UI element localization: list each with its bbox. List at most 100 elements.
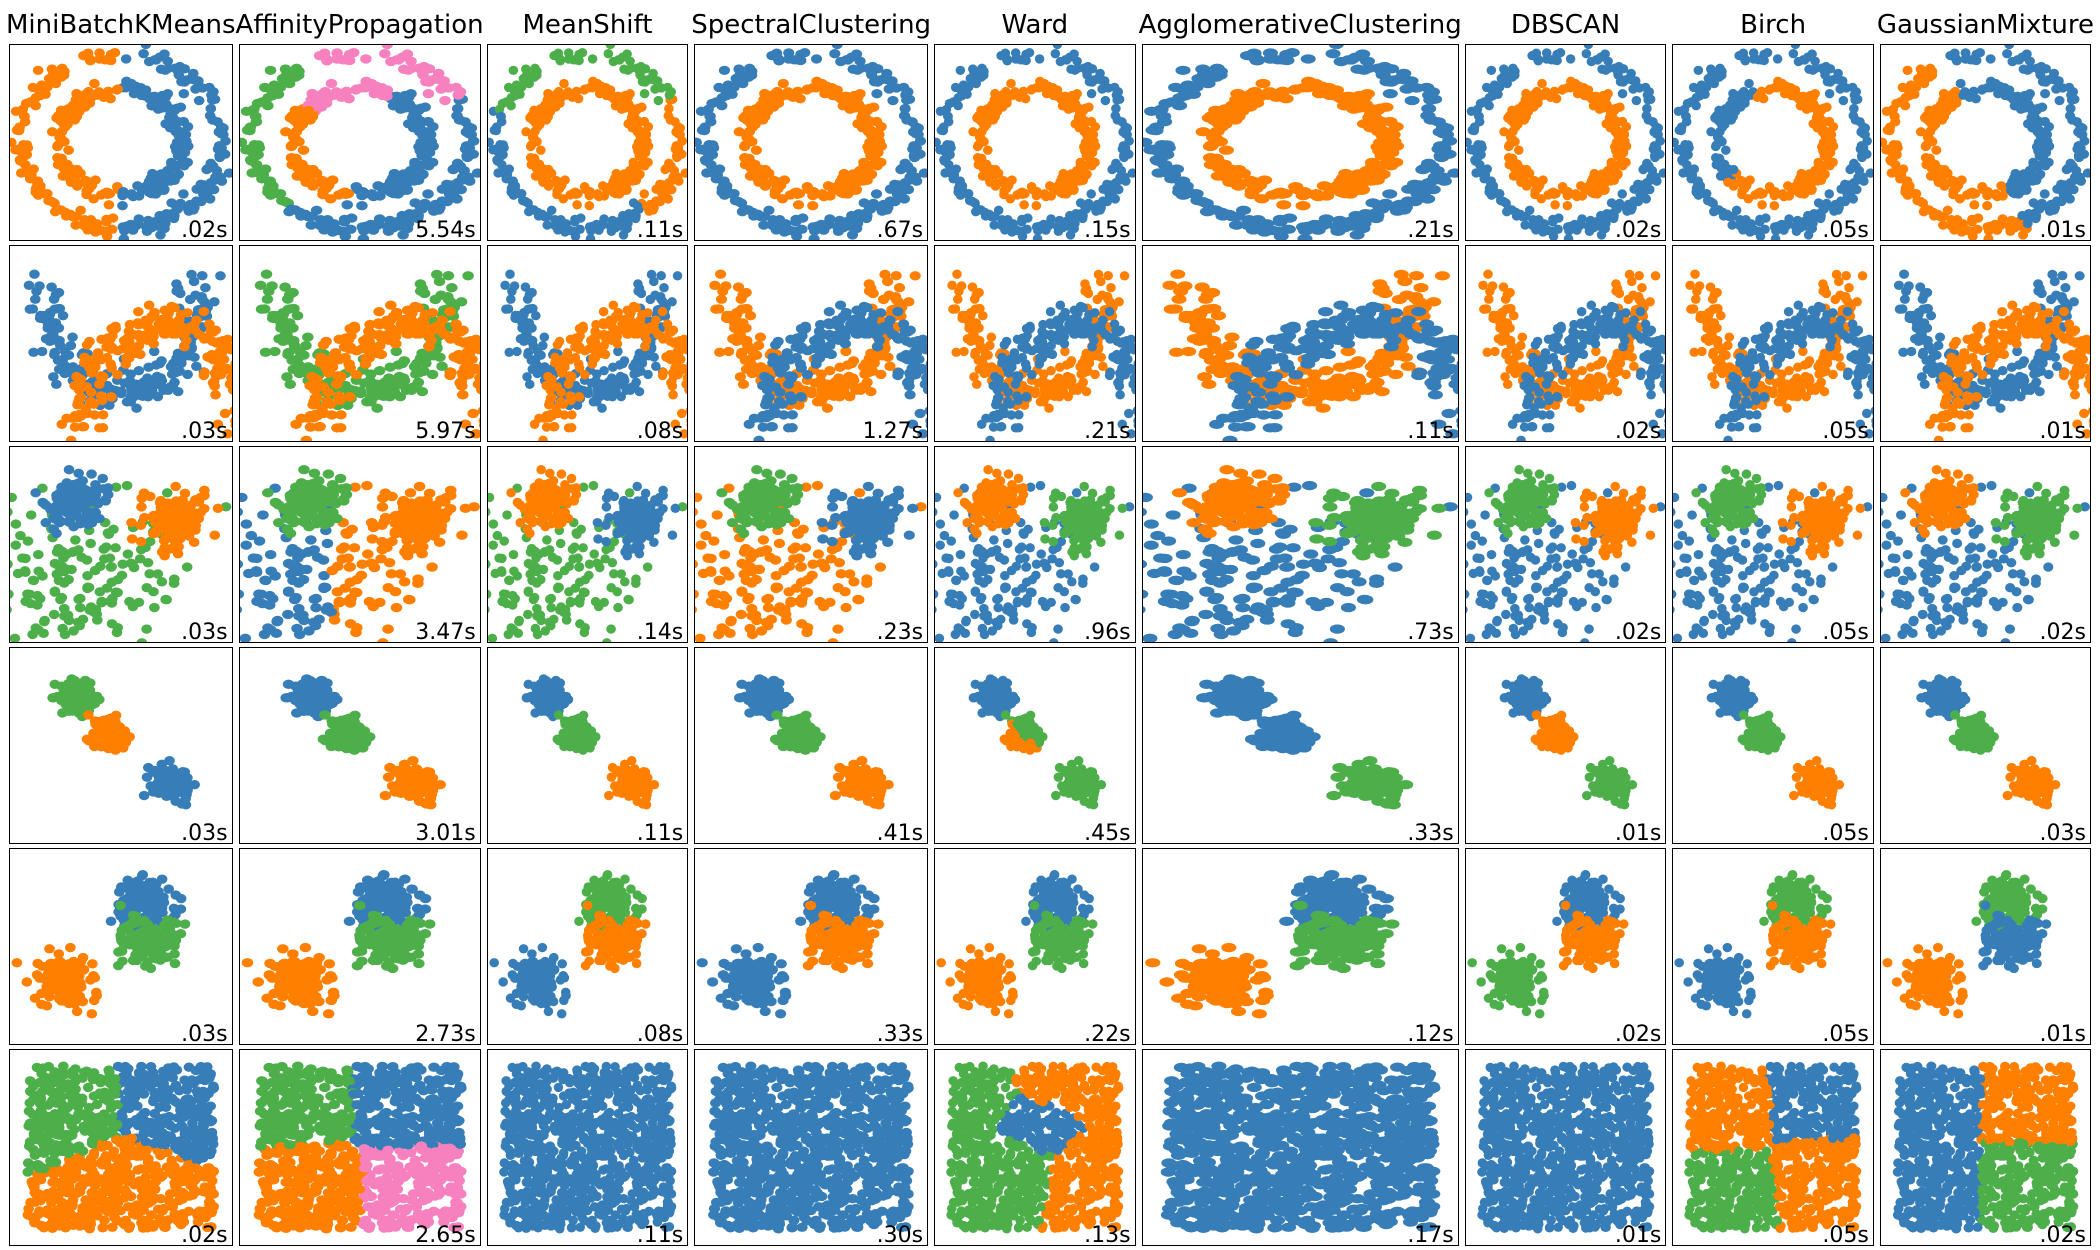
cluster-panel: 3.01s bbox=[239, 647, 481, 844]
cluster-panel: .30s bbox=[694, 1049, 928, 1246]
cluster-panel: .33s bbox=[1142, 647, 1459, 844]
scatter-plot bbox=[1143, 246, 1458, 441]
cluster-panel: .03s bbox=[9, 245, 233, 442]
scatter-plot bbox=[1143, 447, 1458, 642]
timing-label: .02s bbox=[1615, 1022, 1661, 1045]
scatter-plot bbox=[695, 648, 927, 843]
timing-label: .67s bbox=[877, 218, 923, 241]
cluster-panel: .02s bbox=[1880, 446, 2091, 643]
cluster-panel: .03s bbox=[9, 446, 233, 643]
cluster-panel: .02s bbox=[1880, 1049, 2091, 1246]
timing-label: .03s bbox=[181, 419, 227, 442]
cluster-panel: .01s bbox=[1465, 1049, 1667, 1246]
scatter-plot bbox=[240, 447, 480, 642]
timing-label: .02s bbox=[1615, 620, 1661, 643]
scatter-plot bbox=[10, 1050, 232, 1245]
timing-label: .45s bbox=[1084, 821, 1130, 844]
timing-label: .05s bbox=[1822, 1022, 1868, 1045]
timing-label: .03s bbox=[181, 620, 227, 643]
scatter-plot bbox=[488, 45, 688, 240]
cluster-panel: .03s bbox=[9, 848, 233, 1045]
cluster-panel: .73s bbox=[1142, 446, 1459, 643]
timing-label: .21s bbox=[1084, 419, 1130, 442]
scatter-plot bbox=[10, 648, 232, 843]
timing-label: .22s bbox=[1084, 1022, 1130, 1045]
cluster-panel: .33s bbox=[694, 848, 928, 1045]
scatter-plot bbox=[1673, 849, 1873, 1044]
scatter-plot bbox=[935, 246, 1135, 441]
timing-label: .08s bbox=[637, 419, 683, 442]
cluster-panel: .13s bbox=[934, 1049, 1136, 1246]
scatter-plot bbox=[240, 1050, 480, 1245]
cluster-panel: .21s bbox=[934, 245, 1136, 442]
timing-label: .96s bbox=[1084, 620, 1130, 643]
timing-label: .02s bbox=[181, 1223, 227, 1246]
timing-label: 5.97s bbox=[415, 419, 475, 442]
timing-label: .11s bbox=[637, 218, 683, 241]
scatter-plot bbox=[488, 246, 688, 441]
timing-label: .11s bbox=[1407, 419, 1453, 442]
cluster-panel: .05s bbox=[1672, 446, 1874, 643]
scatter-plot bbox=[1143, 45, 1458, 240]
scatter-plot bbox=[1881, 246, 2090, 441]
scatter-plot bbox=[1673, 1050, 1873, 1245]
timing-label: .23s bbox=[877, 620, 923, 643]
timing-label: 5.54s bbox=[415, 218, 475, 241]
timing-label: .05s bbox=[1822, 419, 1868, 442]
cluster-panel: .02s bbox=[1465, 245, 1667, 442]
algorithm-header: MiniBatchKMeans bbox=[6, 0, 236, 42]
cluster-panel: .01s bbox=[1880, 245, 2091, 442]
scatter-plot bbox=[1466, 1050, 1666, 1245]
scatter-plot bbox=[1673, 246, 1873, 441]
scatter-plot bbox=[240, 45, 480, 240]
cluster-panel: .05s bbox=[1672, 848, 1874, 1045]
algorithm-header: MeanShift bbox=[484, 0, 692, 42]
timing-label: 3.01s bbox=[415, 821, 475, 844]
scatter-plot bbox=[1881, 447, 2090, 642]
scatter-plot bbox=[488, 648, 688, 843]
cluster-panel: .11s bbox=[487, 1049, 689, 1246]
scatter-plot bbox=[1673, 45, 1873, 240]
algorithm-header: DBSCAN bbox=[1462, 0, 1670, 42]
scatter-plot bbox=[1673, 447, 1873, 642]
cluster-panel: .67s bbox=[694, 44, 928, 241]
scatter-plot bbox=[935, 648, 1135, 843]
panel-grid: MiniBatchKMeansAffinityPropagationMeanSh… bbox=[6, 0, 2094, 1248]
scatter-plot bbox=[240, 648, 480, 843]
scatter-plot bbox=[1466, 45, 1666, 240]
scatter-plot bbox=[1881, 648, 2090, 843]
scatter-plot bbox=[488, 849, 688, 1044]
scatter-plot bbox=[240, 246, 480, 441]
scatter-plot bbox=[695, 45, 927, 240]
timing-label: .41s bbox=[877, 821, 923, 844]
scatter-plot bbox=[1466, 246, 1666, 441]
scatter-plot bbox=[1673, 648, 1873, 843]
timing-label: 1.27s bbox=[863, 419, 923, 442]
timing-label: .05s bbox=[1822, 620, 1868, 643]
timing-label: .30s bbox=[877, 1223, 923, 1246]
scatter-plot bbox=[1881, 45, 2090, 240]
timing-label: 3.47s bbox=[415, 620, 475, 643]
timing-label: .03s bbox=[2040, 821, 2086, 844]
scatter-plot bbox=[1881, 1050, 2090, 1245]
cluster-panel: .17s bbox=[1142, 1049, 1459, 1246]
timing-label: .05s bbox=[1822, 821, 1868, 844]
timing-label: .73s bbox=[1407, 620, 1453, 643]
cluster-panel: .11s bbox=[487, 647, 689, 844]
scatter-plot bbox=[1881, 849, 2090, 1044]
scatter-plot bbox=[1466, 849, 1666, 1044]
timing-label: .03s bbox=[181, 1022, 227, 1045]
cluster-panel: .02s bbox=[1465, 44, 1667, 241]
timing-label: .02s bbox=[2040, 1223, 2086, 1246]
timing-label: .17s bbox=[1407, 1223, 1453, 1246]
timing-label: .02s bbox=[2040, 620, 2086, 643]
scatter-plot bbox=[1143, 1050, 1458, 1245]
cluster-panel: 2.73s bbox=[239, 848, 481, 1045]
timing-label: .11s bbox=[637, 821, 683, 844]
timing-label: .01s bbox=[1615, 821, 1661, 844]
scatter-plot bbox=[1143, 648, 1458, 843]
scatter-plot bbox=[695, 246, 927, 441]
timing-label: .14s bbox=[637, 620, 683, 643]
timing-label: .05s bbox=[1822, 1223, 1868, 1246]
timing-label: .12s bbox=[1407, 1022, 1453, 1045]
